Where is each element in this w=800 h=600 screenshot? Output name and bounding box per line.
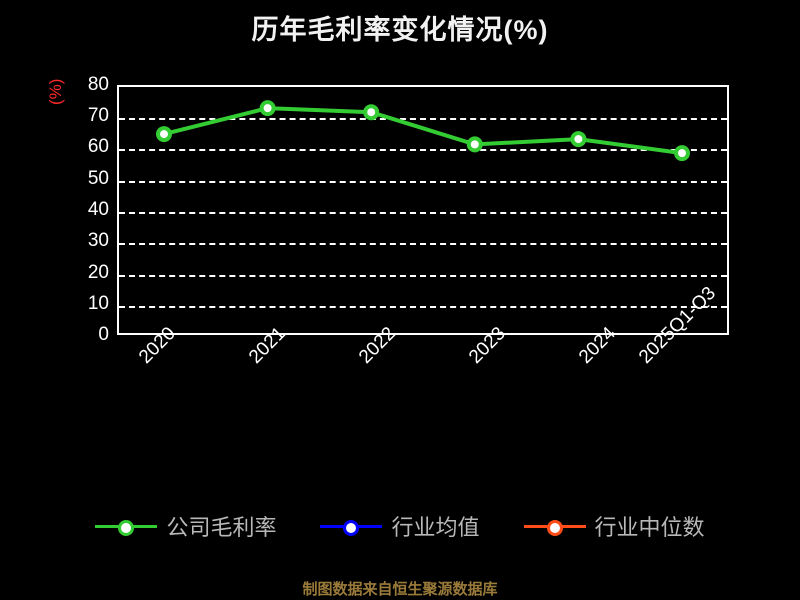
legend-swatch-icon	[523, 519, 586, 536]
chart-legend: 公司毛利率 行业均值 行业中位数	[0, 510, 800, 542]
legend-item-company[interactable]: 公司毛利率	[95, 510, 276, 542]
gridline	[119, 243, 727, 245]
x-axis-ticks: 2020 2021 2022 2023 2024 2025Q1-Q3	[117, 283, 729, 485]
data-point	[259, 100, 276, 117]
gridline	[119, 212, 727, 214]
gridline	[119, 306, 727, 308]
legend-item-industry-median[interactable]: 行业中位数	[523, 510, 705, 542]
legend-label: 公司毛利率	[166, 515, 277, 540]
gridline	[119, 149, 727, 151]
plot-area	[117, 85, 729, 335]
y-tick: 0	[98, 324, 109, 345]
y-tick: 30	[87, 230, 109, 251]
gridline	[119, 118, 727, 120]
data-point	[674, 145, 690, 162]
y-tick: 50	[87, 168, 109, 189]
legend-swatch-icon	[95, 519, 158, 536]
data-points-company	[156, 100, 690, 162]
legend-label: 行业均值	[391, 515, 480, 540]
y-tick: 20	[87, 262, 109, 283]
chart-title: 历年毛利率变化情况(%)	[251, 15, 549, 45]
line-company-gross-margin	[163, 106, 683, 156]
legend-swatch-icon	[320, 519, 383, 536]
y-axis-ticks: 80 70 60 50 40 30 20 10 0	[47, 74, 109, 345]
gridline	[119, 181, 727, 183]
gridline	[119, 275, 727, 277]
y-tick: 10	[87, 293, 109, 314]
legend-item-industry-average[interactable]: 行业均值	[320, 510, 480, 542]
y-tick: 80	[87, 74, 109, 95]
series-company-gross-margin	[156, 100, 690, 162]
y-tick: 60	[87, 136, 109, 157]
y-tick: 40	[87, 199, 109, 220]
y-tick: 70	[87, 105, 109, 126]
data-point	[466, 136, 483, 153]
data-point	[363, 104, 380, 121]
legend-label: 行业中位数	[594, 515, 705, 540]
data-point	[570, 131, 587, 148]
chart-source-footer: 制图数据来自恒生聚源数据库	[302, 581, 498, 598]
data-point	[156, 126, 172, 143]
